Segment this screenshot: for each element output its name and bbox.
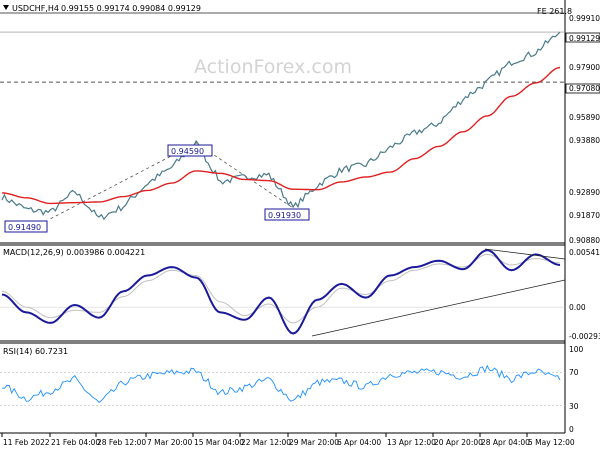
annotation-label: 0.94590: [171, 147, 204, 156]
watermark: ActionForex.com: [194, 56, 352, 78]
time-tick-label: 11 Feb 2022: [3, 438, 50, 447]
annotation-low-2: 0.91930: [264, 208, 310, 221]
ohlc-values: 0.99155 0.99174 0.99084 0.99129: [61, 4, 201, 13]
price-tick-label: 0.91870: [569, 211, 600, 220]
current-price-label: 0.99129: [569, 34, 600, 43]
annotation-label: 0.91930: [268, 211, 301, 220]
time-tick-label: 20 Apr 20:00: [434, 438, 483, 447]
current-price-box: [565, 32, 600, 43]
rsi-header: RSI(14) 60.7231: [3, 347, 68, 356]
annotation-label: 0.91490: [8, 223, 41, 232]
macd-tick-label: 0.00: [569, 303, 586, 312]
time-tick-label: 28 Feb 12:00: [97, 438, 146, 447]
support-price-box: [565, 83, 600, 94]
rsi-tick-label: 70: [569, 368, 579, 377]
macd-tick-label: -0.00293: [569, 332, 600, 341]
symbol-label: USDCHF,H4: [12, 4, 59, 13]
price-tick-label: 0.99910: [569, 14, 600, 23]
price-tick-label: 0.93880: [569, 136, 600, 145]
annotation-box: [4, 220, 48, 233]
fe-level-label: FE 261.8: [537, 7, 572, 16]
macd-tick-label: 0.005419: [569, 248, 600, 257]
time-tick-label: 5 May 12:00: [528, 438, 575, 447]
price-tick-label: 0.90880: [569, 236, 600, 245]
collapse-triangle-icon[interactable]: [3, 5, 9, 10]
time-tick-label: 6 Apr 04:00: [337, 438, 381, 447]
macd-line: [1, 249, 561, 335]
rsi-tick-label: 0: [569, 425, 574, 434]
macd-axis: 0.005419 0.00 -0.00293: [569, 248, 600, 341]
price-tick-label: 0.92890: [569, 188, 600, 197]
rsi-axis: 100 70 30 0: [569, 345, 584, 434]
time-tick-label: 28 Apr 04:00: [481, 438, 530, 447]
time-tick-label: 15 Mar 04:00: [194, 438, 244, 447]
macd-header: MACD(12,26,9) 0.003986 0.004221: [3, 248, 145, 257]
annotation-low-1: 0.91490: [4, 220, 48, 233]
annotation-box: [264, 208, 310, 221]
annotation-high: 0.94590: [167, 144, 213, 157]
annotation-box: [167, 144, 213, 157]
rsi-tick-label: 30: [569, 402, 579, 411]
time-tick-label: 21 Feb 04:00: [51, 438, 100, 447]
rsi-tick-label: 100: [569, 345, 584, 354]
moving-average-line: [1, 66, 561, 205]
rsi-line: [1, 364, 561, 404]
price-tick-label: 0.95890: [569, 113, 600, 122]
time-tick-label: 29 Mar 20:00: [289, 438, 339, 447]
macd-support-trendline: [311, 279, 566, 337]
pivot-connector: [50, 142, 294, 220]
time-tick-label: 13 Apr 12:00: [387, 438, 436, 447]
price-header: USDCHF,H4 0.99155 0.99174 0.99084 0.9912…: [3, 4, 572, 16]
time-tick-label: 22 Mar 12:00: [241, 438, 291, 447]
price-tick-label: 0.97900: [569, 63, 600, 72]
price-series-line: [1, 31, 561, 221]
macd-resistance-trendline: [484, 248, 566, 260]
time-tick-label: 7 Mar 20:00: [147, 438, 193, 447]
support-price-label: 0.97080: [569, 84, 600, 93]
price-axis: 0.99910 0.99129 0.97900 0.97080 0.95890 …: [565, 14, 600, 245]
